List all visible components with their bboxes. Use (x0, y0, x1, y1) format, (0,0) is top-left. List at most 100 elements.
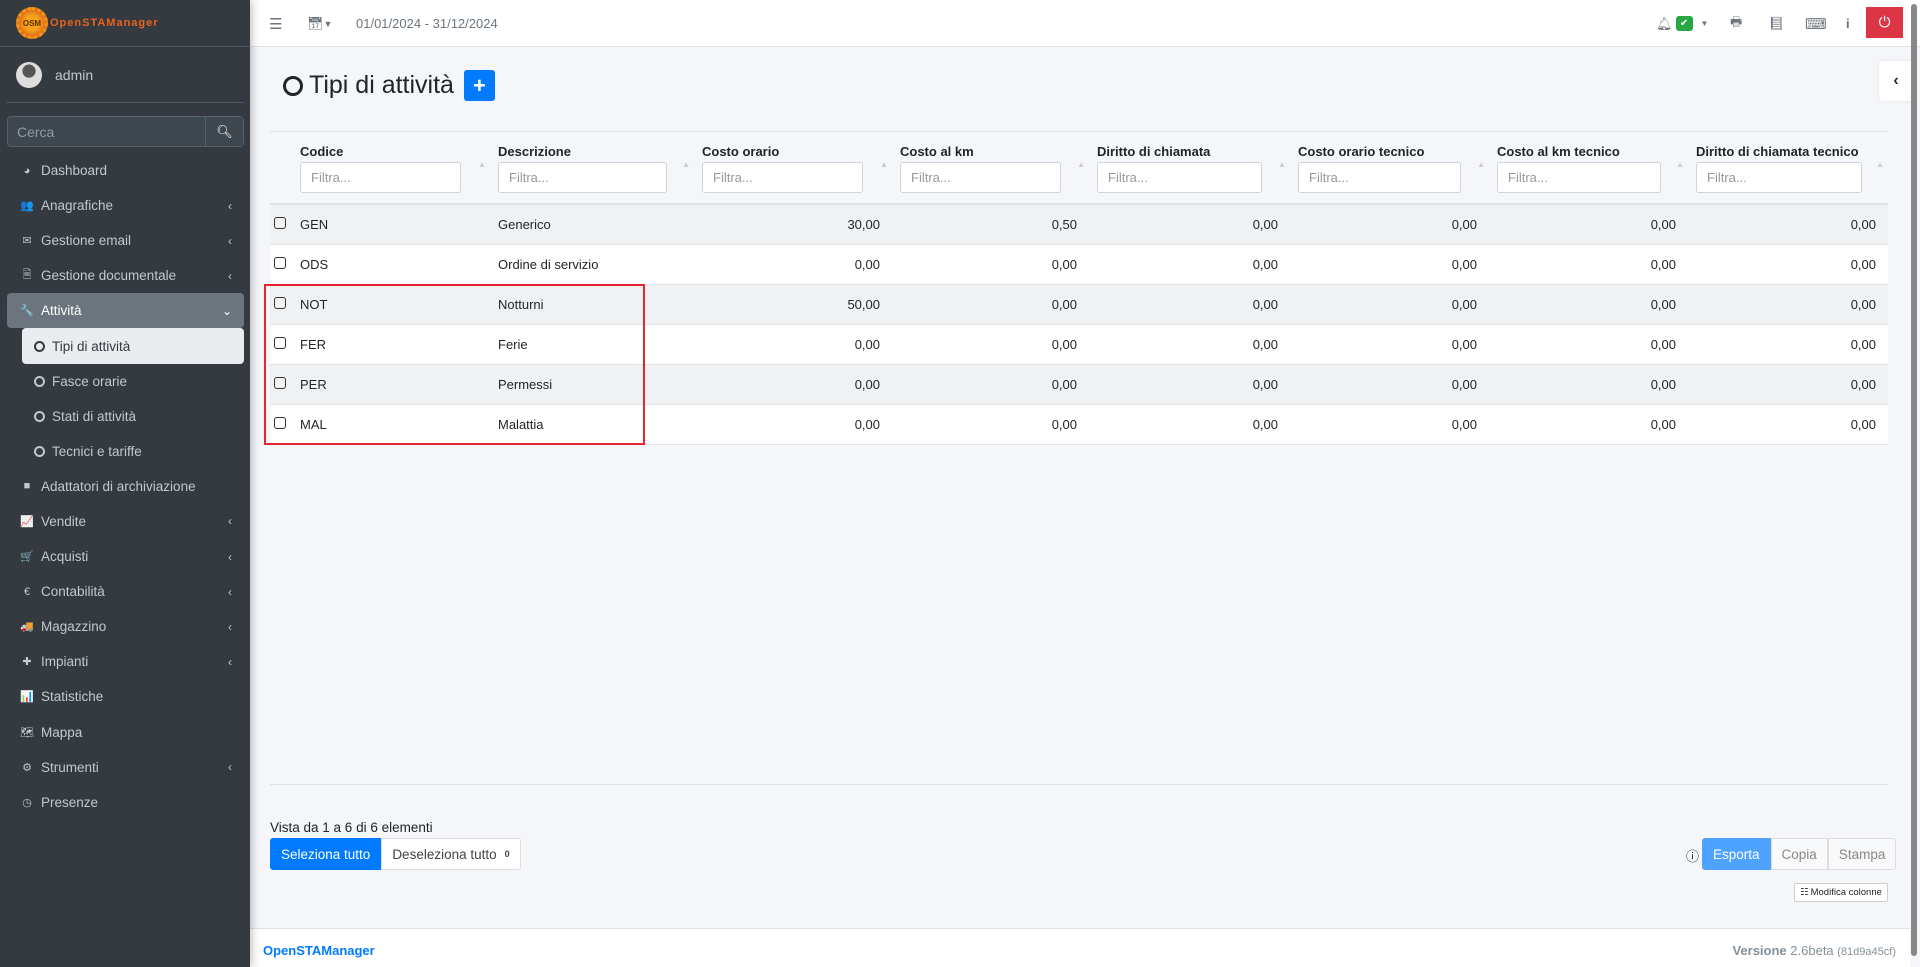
column-filter-input[interactable]: Filtra... (300, 162, 461, 193)
sidebar-item-vendite[interactable]: 📈 Vendite ‹ (7, 504, 244, 539)
row-checkbox[interactable] (274, 256, 286, 269)
column-filter-input[interactable]: Filtra... (498, 162, 667, 193)
dashboard-icon: ◕ (23, 164, 31, 177)
notifications-button[interactable]: 🔔︎ ✔ ▼ (1656, 0, 1708, 47)
sidebar-item-adattatori-di-archiviazione[interactable]: ■ Adattatori di archiviazione (7, 469, 244, 504)
sidebar-item-gestione-documentale[interactable]: 🗎 Gestione documentale ‹ (7, 258, 244, 293)
column-header-diritto-di-chiamata[interactable]: Diritto di chiamata Filtra... ▲ (1089, 132, 1290, 205)
column-header-costo-al-km-tecnico[interactable]: Costo al km tecnico Filtra... ▲ (1489, 132, 1688, 205)
sidebar-item-acquisti[interactable]: 🛒 Acquisti ‹ (7, 539, 244, 574)
table-cell: 0,00 (1688, 284, 1888, 325)
table-row[interactable]: PER Permessi 0,00 0,00 0,00 0,00 0,00 0,00 (270, 364, 1888, 405)
row-checkbox[interactable] (274, 336, 286, 349)
column-header-costo-orario[interactable]: Costo orario Filtra... ▲ (694, 132, 892, 205)
sidebar: OSM OpenSTAManager admin 🔍︎ ◕ Dashboard 👥 A… (0, 0, 250, 967)
footer-brand-link[interactable]: OpenSTAManager (263, 943, 375, 958)
copy-button[interactable]: Copia (1770, 838, 1828, 870)
date-range[interactable]: 01/01/2024 - 31/12/2024 (356, 16, 498, 31)
table-cell: 0,00 (1688, 244, 1888, 285)
filter-placeholder: Filtra... (713, 170, 753, 185)
column-header-diritto-di-chiamata-tecnico[interactable]: Diritto di chiamata tecnico Filtra... ▲ (1688, 132, 1888, 205)
table-cell: 0,00 (694, 324, 892, 365)
sidebar-item-gestione-email[interactable]: ✉ Gestione email ‹ (7, 223, 244, 258)
column-filter-input[interactable]: Filtra... (1097, 162, 1262, 193)
sort-icon[interactable]: ▲ (682, 160, 690, 169)
column-filter-input[interactable]: Filtra... (1696, 162, 1862, 193)
sidebar-item-presenze[interactable]: ◷ Presenze (7, 785, 244, 820)
deselect-all-button[interactable]: Deseleziona tutto 0 (381, 838, 521, 870)
row-checkbox[interactable] (274, 296, 286, 309)
row-checkbox[interactable] (274, 416, 286, 429)
table-row[interactable]: GEN Generico 30,00 0,50 0,00 0,00 0,00 0,00 (270, 204, 1888, 245)
sidebar-item-magazzino[interactable]: 🚚 Magazzino ‹ (7, 609, 244, 644)
column-filter-input[interactable]: Filtra... (900, 162, 1061, 193)
user-panel[interactable]: admin (6, 47, 244, 103)
row-select-cell[interactable] (270, 324, 292, 365)
row-checkbox[interactable] (274, 216, 286, 229)
sort-icon[interactable]: ▲ (1477, 160, 1485, 169)
sort-icon[interactable]: ▲ (1676, 160, 1684, 169)
sidebar-item-mappa[interactable]: 🗺 Mappa (7, 715, 244, 750)
table-cell: 0,00 (1290, 284, 1489, 325)
sort-icon[interactable]: ▲ (880, 160, 888, 169)
keyboard-icon[interactable]: ⌨ (1805, 15, 1827, 33)
row-checkbox[interactable] (274, 376, 286, 389)
row-select-cell[interactable] (270, 204, 292, 245)
column-header-costo-orario-tecnico[interactable]: Costo orario tecnico Filtra... ▲ (1290, 132, 1489, 205)
sidebar-item-stati-di-attivit-[interactable]: Stati di attività (22, 399, 244, 434)
circle-icon (34, 375, 45, 387)
column-header-costo-al-km[interactable]: Costo al km Filtra... ▲ (892, 132, 1089, 205)
sidebar-item-label: Tipi di attività (52, 338, 131, 354)
sidebar-item-dashboard[interactable]: ◕ Dashboard (7, 153, 244, 188)
sort-icon[interactable]: ▲ (1077, 160, 1085, 169)
info-icon[interactable]: i (1846, 16, 1850, 31)
search-input[interactable] (8, 117, 205, 146)
column-header-descrizione[interactable]: Descrizione Filtra... ▲ (490, 132, 694, 205)
export-button[interactable]: Esporta (1702, 838, 1771, 870)
sidebar-item-attivit-[interactable]: 🔧 Attività ⌄ (7, 293, 244, 329)
sidebar-item-impianti[interactable]: ✚ Impianti ‹ (7, 644, 244, 679)
print-button[interactable]: Stampa (1827, 838, 1897, 870)
table-cell: 0,00 (892, 284, 1089, 325)
sort-icon[interactable]: ▲ (478, 160, 486, 169)
table-row[interactable]: NOT Notturni 50,00 0,00 0,00 0,00 0,00 0,00 (270, 284, 1888, 325)
table-row[interactable]: ODS Ordine di servizio 0,00 0,00 0,00 0,00 0,0… (270, 244, 1888, 285)
table-row[interactable]: FER Ferie 0,00 0,00 0,00 0,00 0,00 0,00 (270, 324, 1888, 365)
table-row[interactable]: MAL Malattia 0,00 0,00 0,00 0,00 0,00 0,00 (270, 404, 1888, 445)
column-filter-input[interactable]: Filtra... (702, 162, 863, 193)
column-filter-input[interactable]: Filtra... (1298, 162, 1461, 193)
select-all-button[interactable]: Seleziona tutto (270, 838, 382, 870)
add-button[interactable]: + (463, 70, 495, 101)
edit-columns-button[interactable]: ☷ Modifica colonne (1794, 883, 1888, 902)
sort-icon[interactable]: ▲ (1278, 160, 1286, 169)
book-icon[interactable]: 📘︎ (1768, 15, 1785, 31)
row-select-cell[interactable] (270, 364, 292, 405)
search-button[interactable]: 🔍︎ (205, 117, 243, 146)
print-icon[interactable]: 🖶 (1730, 13, 1743, 29)
column-filter-input[interactable]: Filtra... (1497, 162, 1661, 193)
help-icon[interactable]: ⓘ (1686, 849, 1700, 864)
sort-icon[interactable]: ▲ (1876, 160, 1884, 169)
sidebar-item-strumenti[interactable]: ⚙ Strumenti ‹ (7, 750, 244, 785)
sidebar-item-tecnici-e-tariffe[interactable]: Tecnici e tariffe (22, 434, 244, 469)
logout-power-button[interactable]: ⏻ (1866, 7, 1903, 38)
column-label: Diritto di chiamata tecnico (1696, 144, 1859, 159)
row-select-cell[interactable] (270, 404, 292, 445)
table-cell: 0,00 (1688, 364, 1888, 405)
row-select-cell[interactable] (270, 244, 292, 285)
calendar-dropdown[interactable]: 📅︎ ▼ (307, 0, 332, 47)
sidebar-item-contabilit-[interactable]: € Contabilità ‹ (7, 574, 244, 609)
control-sidebar-toggle[interactable]: ‹ (1879, 61, 1913, 101)
table-cell: Notturni (490, 284, 694, 325)
brand-logo[interactable]: OSM OpenSTAManager (0, 0, 250, 47)
table-cell: 0,00 (1290, 244, 1489, 285)
sidebar-item-statistiche[interactable]: 📊 Statistiche (7, 679, 244, 714)
sidebar-item-anagrafiche[interactable]: 👥 Anagrafiche ‹ (7, 188, 244, 223)
version-number: 2.6beta (1790, 943, 1834, 958)
sidebar-item-tipi-di-attivit-[interactable]: Tipi di attività (22, 328, 244, 364)
page-scrollbar[interactable] (1911, 4, 1917, 956)
column-header-codice[interactable]: Codice Filtra... ▲ (292, 132, 490, 205)
hamburger-menu-icon[interactable]: ☰ (269, 15, 283, 33)
sidebar-item-fasce-orarie[interactable]: Fasce orarie (22, 364, 244, 399)
row-select-cell[interactable] (270, 284, 292, 325)
